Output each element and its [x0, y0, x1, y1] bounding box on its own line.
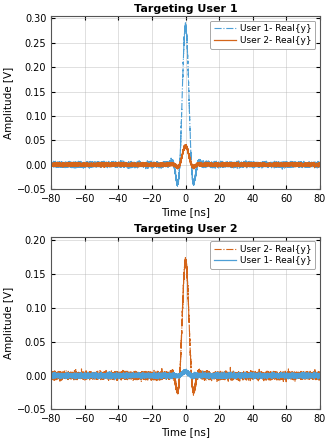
User 2- Real{y} — [263, 372, 267, 377]
User 2- Real{y} — [318, 372, 322, 377]
Legend: User 1- Real{y}, User 2- Real{y}: User 1- Real{y}, User 2- Real{y} — [210, 21, 315, 49]
User 1- Real{y} — [183, 20, 187, 26]
Line: User 2- Real{y}: User 2- Real{y} — [51, 258, 320, 395]
User 2- Real{y} — [288, 374, 292, 379]
User 2- Real{y} — [318, 161, 322, 167]
User 1- Real{y} — [117, 374, 121, 379]
User 2- Real{y} — [307, 374, 311, 380]
Title: Targeting User 2: Targeting User 2 — [134, 224, 237, 234]
User 1- Real{y} — [270, 373, 274, 378]
User 1- Real{y} — [288, 161, 292, 167]
User 1- Real{y} — [263, 373, 267, 378]
User 1- Real{y} — [263, 163, 267, 168]
User 1- Real{y} — [307, 373, 311, 378]
User 2- Real{y} — [183, 255, 187, 260]
User 1- Real{y} — [176, 183, 180, 189]
User 2- Real{y} — [192, 166, 196, 172]
User 1- Real{y} — [318, 164, 322, 169]
User 2- Real{y} — [117, 162, 121, 167]
User 2- Real{y} — [184, 142, 188, 147]
User 2- Real{y} — [263, 163, 267, 168]
User 2- Real{y} — [76, 161, 80, 166]
Line: User 1- Real{y}: User 1- Real{y} — [51, 23, 320, 186]
User 2- Real{y} — [191, 392, 195, 398]
User 1- Real{y} — [184, 366, 188, 372]
User 1- Real{y} — [76, 164, 80, 170]
User 1- Real{y} — [76, 373, 80, 378]
User 1- Real{y} — [318, 374, 322, 379]
User 1- Real{y} — [117, 163, 121, 168]
X-axis label: Time [ns]: Time [ns] — [161, 427, 210, 437]
User 1- Real{y} — [270, 161, 274, 167]
Legend: User 2- Real{y}, User 1- Real{y}: User 2- Real{y}, User 1- Real{y} — [210, 241, 315, 269]
Y-axis label: Amplitude [V]: Amplitude [V] — [4, 67, 14, 138]
User 2- Real{y} — [288, 162, 292, 168]
Line: User 2- Real{y}: User 2- Real{y} — [51, 145, 320, 169]
User 2- Real{y} — [49, 163, 53, 168]
User 2- Real{y} — [270, 374, 274, 379]
User 1- Real{y} — [113, 377, 116, 382]
User 1- Real{y} — [288, 373, 292, 378]
User 2- Real{y} — [76, 373, 80, 378]
User 2- Real{y} — [270, 161, 274, 167]
User 2- Real{y} — [49, 375, 53, 381]
User 1- Real{y} — [307, 160, 311, 165]
Title: Targeting User 1: Targeting User 1 — [134, 4, 237, 14]
X-axis label: Time [ns]: Time [ns] — [161, 207, 210, 217]
User 1- Real{y} — [49, 373, 53, 378]
Line: User 1- Real{y}: User 1- Real{y} — [51, 369, 320, 380]
User 1- Real{y} — [49, 161, 53, 167]
User 2- Real{y} — [117, 374, 121, 380]
Y-axis label: Amplitude [V]: Amplitude [V] — [4, 287, 14, 359]
User 2- Real{y} — [307, 163, 311, 168]
